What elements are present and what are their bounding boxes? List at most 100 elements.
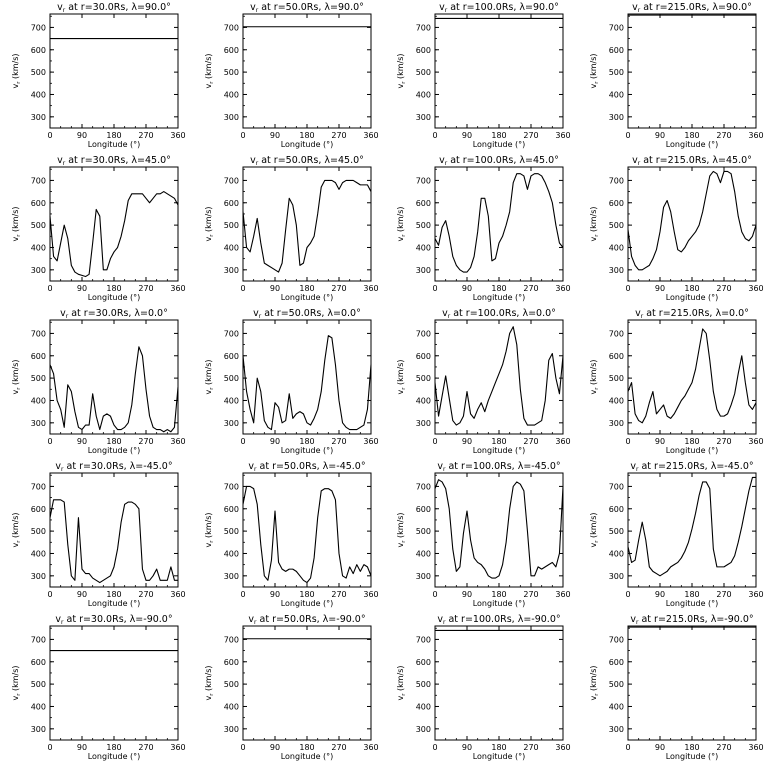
panel-3: vr at r=215.0Rs, λ=90.0° 0 90 180 270 360 300 4… (589, 2, 764, 149)
panel-7: vr at r=215.0Rs, λ=45.0° 0 90 180 270 360 300 4… (589, 155, 764, 302)
panel-title: vr at r=215.0Rs, λ=45.0° (632, 155, 752, 167)
panel-title: vr at r=30.0Rs, λ=-45.0° (55, 461, 172, 473)
y-tick-label: 400 (609, 549, 624, 558)
y-tick-label: 700 (31, 329, 46, 338)
x-tick-label: 180 (299, 590, 314, 599)
y-tick-label: 700 (416, 176, 431, 185)
x-tick-label: 90 (77, 284, 87, 293)
y-tick-label: 700 (416, 23, 431, 32)
x-tick-label: 360 (363, 284, 378, 293)
y-axis-label: vr (km/s) (11, 206, 22, 241)
axes-frame (49, 625, 179, 741)
x-axis-label: Longitude (°) (281, 599, 334, 608)
y-axis-label: vr (km/s) (589, 512, 600, 547)
x-tick-label: 90 (77, 743, 87, 752)
x-tick-label: 90 (270, 743, 280, 752)
x-tick-label: 360 (555, 437, 570, 446)
y-axis-label: vr (km/s) (396, 665, 407, 700)
panel-12: vr at r=30.0Rs, λ=-45.0° 0 90 180 270 360 300 4… (11, 461, 186, 608)
panel-title: vr at r=215.0Rs, λ=0.0° (635, 308, 749, 320)
y-tick-label: 300 (609, 419, 624, 428)
y-tick-label: 600 (224, 505, 239, 514)
x-tick-label: 360 (748, 743, 763, 752)
x-tick-label: 180 (299, 284, 314, 293)
series-line (434, 326, 564, 426)
y-tick-label: 300 (31, 266, 46, 275)
y-tick-label: 700 (224, 482, 239, 491)
x-tick-label: 270 (138, 743, 153, 752)
y-tick-label: 700 (609, 482, 624, 491)
x-tick-label: 270 (138, 284, 153, 293)
y-tick-label: 300 (416, 113, 431, 122)
x-tick-label: 0 (432, 131, 437, 140)
x-tick-label: 270 (331, 284, 346, 293)
panel-title: vr at r=215.0Rs, λ=90.0° (632, 2, 752, 14)
y-tick-label: 500 (31, 68, 46, 77)
y-tick-label: 600 (609, 46, 624, 55)
y-axis-label: vr (km/s) (11, 665, 22, 700)
y-tick-label: 300 (224, 725, 239, 734)
panel-8: vr at r=30.0Rs, λ=0.0° 0 90 180 270 360 300 400… (11, 308, 186, 455)
x-tick-label: 270 (716, 284, 731, 293)
y-axis-label: vr (km/s) (11, 53, 22, 88)
y-axis-label: vr (km/s) (396, 512, 407, 547)
y-axis-label: vr (km/s) (589, 665, 600, 700)
axes-frame (49, 472, 179, 588)
x-tick-label: 180 (491, 590, 506, 599)
y-tick-label: 500 (609, 221, 624, 230)
y-axis-label: vr (km/s) (204, 359, 215, 394)
x-tick-label: 90 (77, 437, 87, 446)
series-line (627, 170, 757, 271)
y-tick-label: 600 (416, 658, 431, 667)
x-tick-label: 180 (491, 437, 506, 446)
y-tick-label: 500 (224, 680, 239, 689)
x-tick-label: 180 (684, 743, 699, 752)
y-axis-label: vr (km/s) (11, 512, 22, 547)
y-tick-label: 500 (609, 374, 624, 383)
x-tick-label: 270 (331, 743, 346, 752)
x-tick-label: 360 (555, 131, 570, 140)
panel-title: vr at r=50.0Rs, λ=-90.0° (248, 614, 365, 626)
axes-frame (627, 625, 757, 741)
y-tick-label: 600 (416, 46, 431, 55)
x-axis-label: Longitude (°) (88, 140, 141, 149)
x-tick-label: 90 (655, 131, 665, 140)
x-axis-label: Longitude (°) (88, 599, 141, 608)
y-tick-label: 400 (609, 243, 624, 252)
x-tick-label: 360 (363, 590, 378, 599)
panel-13: vr at r=50.0Rs, λ=-45.0° 0 90 180 270 360 300 4… (204, 461, 379, 608)
y-tick-label: 600 (416, 352, 431, 361)
x-tick-label: 0 (240, 131, 245, 140)
y-tick-label: 500 (416, 680, 431, 689)
x-tick-label: 90 (462, 743, 472, 752)
x-tick-label: 90 (77, 131, 87, 140)
x-tick-label: 180 (299, 437, 314, 446)
x-tick-label: 360 (170, 437, 185, 446)
y-tick-label: 700 (609, 635, 624, 644)
y-tick-label: 300 (31, 725, 46, 734)
panel-6: vr at r=100.0Rs, λ=45.0° 0 90 180 270 360 300 4… (396, 155, 571, 302)
x-tick-label: 270 (716, 743, 731, 752)
x-axis-label: Longitude (°) (473, 446, 526, 455)
x-tick-label: 0 (47, 284, 52, 293)
panel-9: vr at r=50.0Rs, λ=0.0° 0 90 180 270 360 300 400… (204, 308, 379, 455)
axes-frame (434, 472, 564, 588)
x-tick-label: 360 (748, 437, 763, 446)
y-tick-label: 500 (416, 527, 431, 536)
panel-title: vr at r=50.0Rs, λ=90.0° (250, 2, 364, 14)
x-tick-label: 360 (363, 131, 378, 140)
y-tick-label: 700 (416, 482, 431, 491)
x-axis-label: Longitude (°) (473, 752, 526, 761)
panel-5: vr at r=50.0Rs, λ=45.0° 0 90 180 270 360 300 40… (204, 155, 379, 302)
x-tick-label: 360 (170, 743, 185, 752)
axes-frame (242, 13, 372, 129)
x-tick-label: 90 (77, 590, 87, 599)
panel-title: vr at r=100.0Rs, λ=45.0° (439, 155, 559, 167)
panel-18: vr at r=100.0Rs, λ=-90.0° 0 90 180 270 360 300… (396, 614, 571, 761)
y-tick-label: 400 (224, 243, 239, 252)
x-tick-label: 0 (625, 590, 630, 599)
y-tick-label: 500 (224, 374, 239, 383)
y-tick-label: 400 (609, 90, 624, 99)
x-tick-label: 0 (47, 743, 52, 752)
